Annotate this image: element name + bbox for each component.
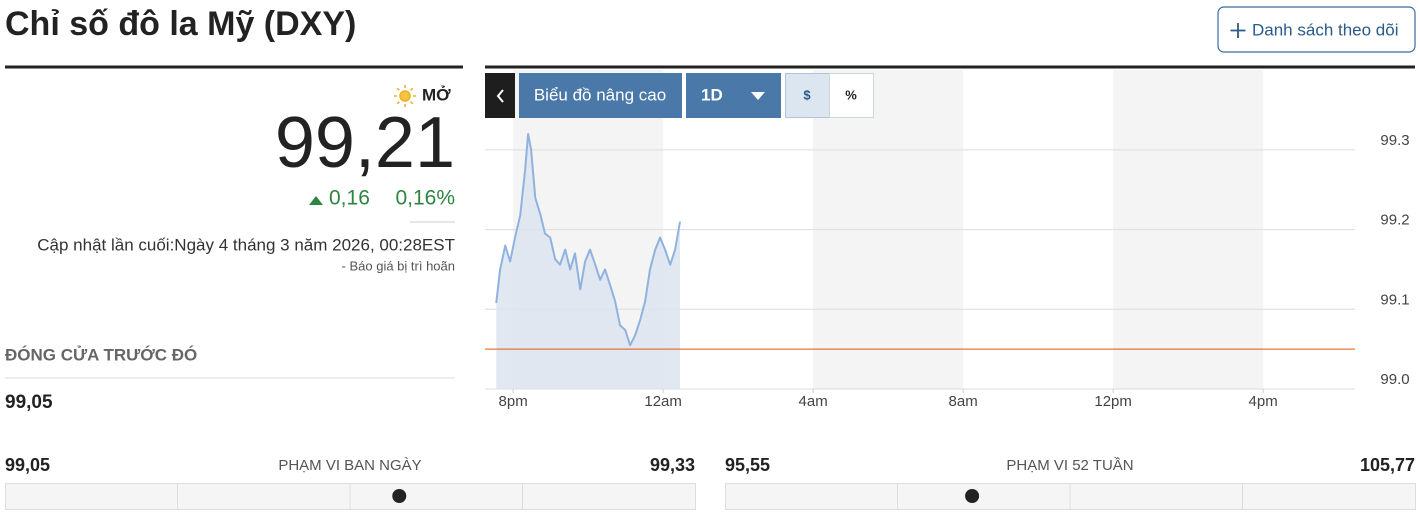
- delay-note: - Báo giá bị trì hoãn: [342, 258, 455, 273]
- button-label: %: [845, 87, 857, 102]
- range-label: PHẠM VI 52 TUẦN: [1006, 457, 1133, 474]
- plus-icon: [1230, 23, 1246, 38]
- y-tick-label: 99.0: [1380, 371, 1409, 388]
- market-status: MỞ: [422, 85, 451, 104]
- watchlist-button[interactable]: Danh sách theo dõi: [1217, 6, 1416, 53]
- page-title: Chỉ số đô la Mỹ (DXY): [5, 5, 356, 43]
- change: 0,16: [329, 187, 370, 210]
- advanced-chart-button[interactable]: Biểu đồ nâng cao: [519, 73, 682, 118]
- button-frame: [785, 73, 830, 118]
- x-tick-label: 12am: [644, 393, 682, 410]
- button-frame: [485, 73, 515, 118]
- button-label: Biểu đồ nâng cao: [534, 85, 666, 104]
- range-marker: [392, 489, 407, 503]
- button-frame: [1217, 6, 1416, 53]
- chevron-icon: [496, 89, 504, 103]
- button-frame: [519, 73, 682, 118]
- x-tick-label: 4pm: [1249, 393, 1278, 410]
- button-label: $: [803, 87, 811, 102]
- y-tick-label: 99.1: [1380, 291, 1409, 308]
- last-updated: Cập nhật lần cuối:Ngày 4 tháng 3 năm 202…: [37, 235, 455, 254]
- sun-icon: [394, 85, 416, 107]
- ranges: 99,05 PHẠM VI BAN NGÀY 99,33 95,55 PHẠM VI 5…: [5, 455, 1416, 510]
- dropdown-icon: [751, 92, 765, 100]
- previous-close-value: 99,05: [5, 392, 53, 413]
- range-low: 99,05: [5, 455, 50, 475]
- currency-toggle[interactable]: $: [785, 73, 830, 118]
- button-frame: [686, 73, 781, 118]
- previous-close-label: ĐÓNG CỬA TRƯỚC ĐÓ: [5, 345, 197, 364]
- range-high: 105,77: [1360, 455, 1415, 475]
- change-percent: 0,16%: [395, 187, 455, 210]
- up-arrow: [309, 196, 323, 205]
- x-tick-label: 4am: [799, 393, 828, 410]
- chart: 99.0 99.1 99.2 99.3 8pm 12am 4am 8am 12pm 4pm: [485, 70, 1410, 410]
- x-tick-label: 12pm: [1094, 393, 1132, 410]
- range-low: 95,55: [725, 455, 770, 475]
- y-tick-label: 99.2: [1380, 212, 1409, 229]
- collapse-button[interactable]: [485, 73, 515, 118]
- price: 99,21: [275, 103, 455, 183]
- x-tick-label: 8pm: [499, 393, 528, 410]
- range-high: 99,33: [650, 455, 695, 475]
- y-tick-label: 99.3: [1380, 132, 1409, 149]
- button-label: 1D: [701, 85, 723, 104]
- x-tick-label: 8am: [949, 393, 978, 410]
- button-frame: [829, 73, 874, 118]
- interval-dropdown[interactable]: 1D: [686, 73, 781, 118]
- price-area: [496, 133, 680, 389]
- percent-toggle[interactable]: %: [829, 73, 874, 118]
- button-label: Danh sách theo dõi: [1252, 20, 1399, 39]
- range-marker: [965, 489, 980, 503]
- toolbar: Biểu đồ nâng cao 1D $ %: [485, 73, 874, 118]
- price-line: [495, 132, 681, 347]
- range-label: PHẠM VI BAN NGÀY: [278, 457, 421, 474]
